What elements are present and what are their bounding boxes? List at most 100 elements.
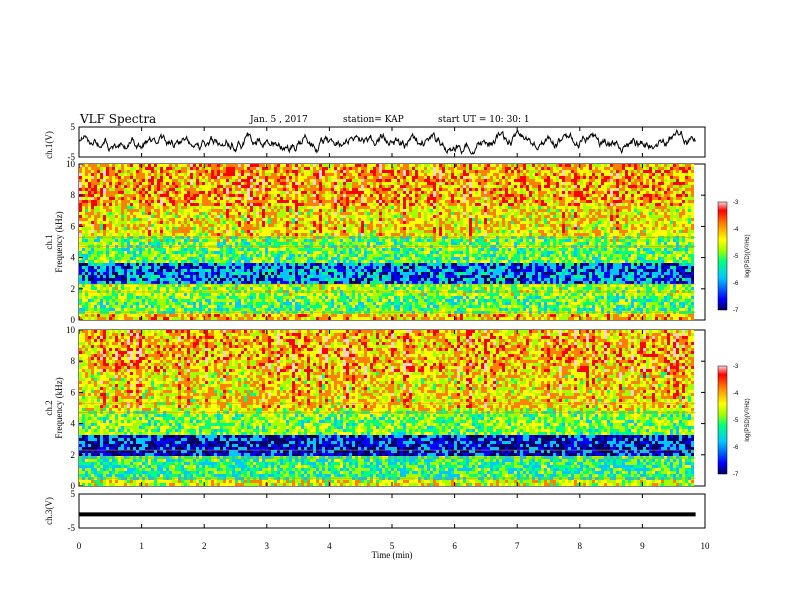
spectrogram-cell	[166, 254, 169, 257]
spectrogram-cell	[349, 305, 352, 308]
spectrogram-cell	[259, 206, 262, 209]
spectrogram-cell	[349, 296, 352, 299]
spectrogram-cell	[316, 281, 319, 284]
spectrogram-cell	[334, 179, 337, 182]
spectrogram-cell	[262, 308, 265, 311]
spectrogram-cell	[175, 305, 178, 308]
spectrogram-cell	[232, 185, 235, 188]
spectrogram-cell	[175, 290, 178, 293]
spectrogram-cell	[232, 287, 235, 290]
spectrogram-cell	[157, 317, 160, 320]
spectrogram-cell	[250, 287, 253, 290]
spectrogram-cell	[328, 179, 331, 182]
spectrogram-cell	[229, 302, 232, 305]
spectrogram-cell	[202, 203, 205, 206]
spectrogram-cell	[121, 209, 124, 212]
spectrogram-cell	[355, 266, 358, 269]
spectrogram-cell	[226, 308, 229, 311]
spectrogram-cell	[325, 182, 328, 185]
spectrogram-cell	[118, 221, 121, 224]
spectrogram-cell	[190, 200, 193, 203]
spectrogram-cell	[106, 221, 109, 224]
spectrogram-cell	[226, 170, 229, 173]
spectrogram-cell	[136, 164, 139, 167]
spectrogram-cell	[142, 209, 145, 212]
spectrogram-cell	[286, 281, 289, 284]
spectrogram-cell	[91, 299, 94, 302]
spectrogram-cell	[268, 218, 271, 221]
spectrogram-cell	[124, 269, 127, 272]
spectrogram-cell	[364, 305, 367, 308]
spectrogram-cell	[337, 281, 340, 284]
spectrogram-cell	[169, 176, 172, 179]
spectrogram-cell	[124, 278, 127, 281]
spectrogram-cell	[109, 206, 112, 209]
spectrogram-cell	[277, 200, 280, 203]
spectrogram-cell	[289, 200, 292, 203]
spectrogram-cell	[346, 296, 349, 299]
spectrogram-cell	[361, 212, 364, 215]
spectrogram-cell	[82, 164, 85, 167]
spectrogram-cell	[136, 227, 139, 230]
spectrogram-cell	[346, 167, 349, 170]
spectrogram-cell	[193, 179, 196, 182]
spectrogram-cell	[193, 194, 196, 197]
spectrogram-cell	[301, 173, 304, 176]
spectrogram-cell	[262, 182, 265, 185]
spectrogram-cell	[259, 188, 262, 191]
spectrogram-cell	[148, 269, 151, 272]
spectrogram-cell	[199, 263, 202, 266]
spectrogram-cell	[199, 203, 202, 206]
spectrogram-cell	[274, 167, 277, 170]
spectrogram-cell	[109, 188, 112, 191]
spectrogram-cell	[331, 224, 334, 227]
spectrogram-cell	[322, 248, 325, 251]
spectrogram-cell	[82, 272, 85, 275]
spectrogram-cell	[289, 182, 292, 185]
spectrogram-cell	[268, 173, 271, 176]
spectrogram-cell	[208, 194, 211, 197]
spectrogram-cell	[343, 308, 346, 311]
spectrogram-cell	[109, 215, 112, 218]
spectrogram-cell	[184, 275, 187, 278]
spectrogram-cell	[163, 203, 166, 206]
spectrogram-cell	[79, 179, 82, 182]
spectrogram-cell	[187, 191, 190, 194]
spectrogram-cell	[94, 230, 97, 233]
spectrogram-cell	[166, 272, 169, 275]
spectrogram-cell	[169, 203, 172, 206]
spectrogram-cell	[88, 254, 91, 257]
spectrogram-cell	[118, 317, 121, 320]
spectrogram-cell	[169, 227, 172, 230]
spectrogram-cell	[319, 182, 322, 185]
spectrogram-cell	[184, 251, 187, 254]
spectrogram-cell	[130, 209, 133, 212]
spectrogram-cell	[319, 317, 322, 320]
spectrogram-cell	[91, 197, 94, 200]
spectrogram-cell	[283, 203, 286, 206]
spectrogram-cell	[226, 203, 229, 206]
spectrogram-cell	[157, 233, 160, 236]
spectrogram-cell	[166, 266, 169, 269]
spectrogram-cell	[217, 296, 220, 299]
spectrogram-cell	[130, 188, 133, 191]
spectrogram-cell	[226, 197, 229, 200]
spectrogram-cell	[214, 167, 217, 170]
spectrogram-cell	[196, 308, 199, 311]
spectrogram-cell	[328, 305, 331, 308]
spectrogram-cell	[292, 227, 295, 230]
spectrogram-cell	[196, 287, 199, 290]
spectrogram-cell	[151, 197, 154, 200]
spectrogram-cell	[106, 194, 109, 197]
spectrogram-cell	[217, 221, 220, 224]
spectrogram-cell	[316, 182, 319, 185]
spectrogram-cell	[121, 167, 124, 170]
spectrogram-cell	[103, 278, 106, 281]
spectrogram-cell	[244, 167, 247, 170]
spectrogram-cell	[286, 287, 289, 290]
spectrogram-cell	[82, 182, 85, 185]
spectrogram-cell	[199, 305, 202, 308]
spectrogram-cell	[349, 194, 352, 197]
spectrogram-cell	[172, 317, 175, 320]
spectrogram-cell	[103, 227, 106, 230]
